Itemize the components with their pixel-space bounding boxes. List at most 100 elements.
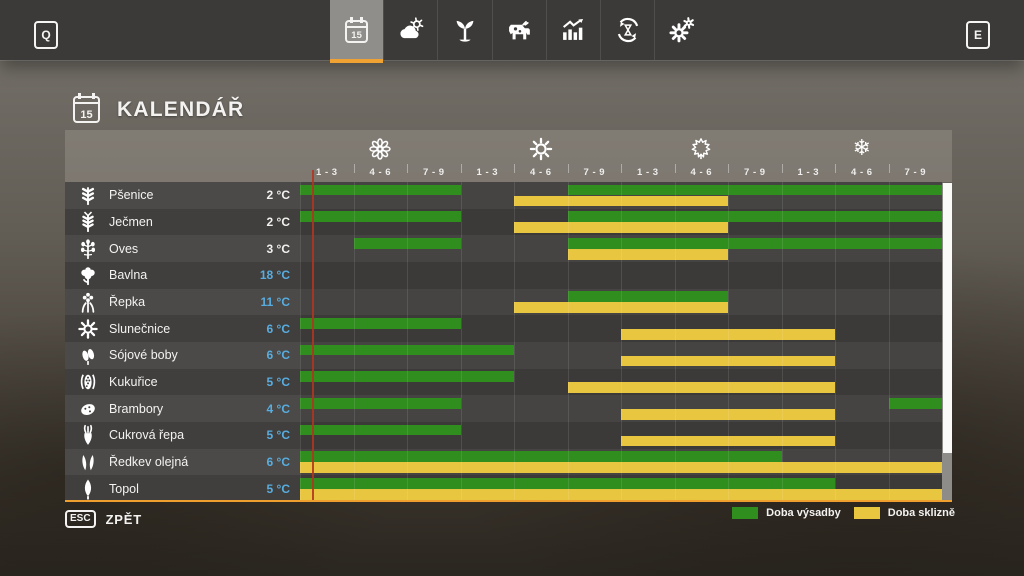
back-control[interactable]: ESC ZPĚT [65, 510, 142, 528]
column-tick [781, 164, 783, 173]
column-tick [514, 164, 515, 173]
crop-name: Brambory [109, 401, 164, 416]
crop-row-potato[interactable]: Brambory 4 °C [65, 395, 952, 422]
cycle-hourglass-icon [614, 16, 642, 44]
canola-icon [73, 291, 103, 313]
prev-menu-key-hint[interactable]: Q [34, 21, 58, 49]
gears-icon [668, 16, 696, 44]
sprout-icon [451, 16, 479, 44]
planting-bar [567, 211, 942, 222]
planting-bar [300, 424, 461, 436]
tab-weather[interactable] [383, 0, 437, 60]
crop-row-sugar-beet[interactable]: Cukrová řepa 5 °C [65, 422, 952, 449]
scrollbar-thumb[interactable] [942, 183, 952, 453]
harvest-bar [514, 195, 728, 207]
harvest-bar [567, 382, 835, 394]
crop-name: Kukuřice [109, 374, 158, 389]
planting-bar [300, 344, 514, 356]
crop-row-poplar[interactable]: Topol 5 °C [65, 475, 952, 502]
crop-label-cell: Sójové boby 6 °C [65, 342, 300, 369]
calendar-icon: 15 [345, 17, 369, 43]
period-label: 7 - 9 [583, 167, 606, 178]
crop-row-oilseed-radish[interactable]: Ředkev olejná 6 °C [65, 448, 952, 476]
crop-row-sunflower[interactable]: Slunečnice 6 °C [65, 315, 952, 342]
selected-tab-underline [330, 59, 384, 63]
harvest-bar [621, 355, 835, 367]
crop-name: Pšenice [109, 188, 154, 203]
germination-temperature: 6 °C [266, 348, 290, 363]
crop-row-barley[interactable]: Ječmen 2 °C [65, 208, 952, 236]
tab-animals[interactable] [491, 0, 546, 60]
harvest-bar [621, 329, 835, 340]
crop-timeline-cell [300, 448, 942, 476]
period-label: 1 - 3 [637, 167, 659, 178]
crop-label-cell: Řepka 11 °C [65, 288, 300, 316]
sugar-beet-icon [73, 424, 103, 446]
crop-row-soybean[interactable]: Sójové boby 6 °C [65, 342, 952, 369]
germination-temperature: 4 °C [266, 401, 290, 416]
planting-bar [300, 184, 461, 196]
calendar-day-number: 15 [80, 109, 93, 121]
germination-temperature: 5 °C [266, 481, 290, 496]
germination-temperature: 6 °C [266, 454, 290, 469]
prev-key-label: Q [41, 28, 51, 42]
crop-timeline-cell [300, 475, 942, 502]
period-label: 7 - 9 [744, 167, 766, 178]
harvest-bar [514, 222, 728, 234]
crop-row-canola[interactable]: Řepka 11 °C [65, 288, 952, 316]
crop-row-cotton[interactable]: Bavlna 18 °C [65, 262, 952, 289]
harvest-bar [621, 409, 835, 420]
column-tick [621, 164, 622, 173]
column-tick [835, 164, 836, 173]
weather-icon [397, 16, 425, 44]
crop-timeline-cell [300, 262, 942, 289]
selected-row-underline [65, 499, 952, 502]
germination-temperature: 3 °C [266, 241, 290, 256]
planting-bar [567, 237, 942, 249]
crop-timeline-cell [300, 208, 942, 236]
harvest-bar [300, 489, 942, 500]
crop-row-oat[interactable]: Oves 3 °C [65, 235, 952, 262]
legend-label: Doba sklizně [887, 507, 955, 519]
tab-settings[interactable] [654, 0, 708, 60]
crop-timeline-cell [300, 288, 942, 316]
next-menu-key-hint[interactable]: E [966, 21, 990, 49]
crop-timeline-cell [300, 182, 942, 209]
tab-economy[interactable] [599, 0, 654, 60]
statistics-icon [559, 16, 587, 44]
crop-label-cell: Ředkev olejná 6 °C [65, 448, 300, 476]
tab-calendar[interactable]: 15 [330, 0, 384, 63]
tab-crops[interactable] [437, 0, 491, 60]
harvest-bar [621, 435, 835, 447]
back-label: ZPĚT [105, 511, 142, 527]
tab-statistics[interactable] [545, 0, 600, 60]
column-tick [728, 164, 729, 173]
legend-item: Doba sklizně [853, 507, 955, 519]
crop-timeline-cell [300, 422, 942, 449]
period-label: 4 - 6 [690, 167, 713, 178]
crop-name: Ječmen [109, 214, 153, 229]
crop-row-wheat[interactable]: Pšenice 2 °C [65, 182, 952, 209]
planting-bar [888, 397, 942, 409]
page-title: KALENDÁŘ [117, 97, 245, 121]
period-label: 1 - 3 [476, 167, 499, 178]
planting-bar [353, 237, 461, 249]
planting-bar [300, 477, 835, 489]
crop-label-cell: Kukuřice 5 °C [65, 368, 300, 396]
flower-icon [364, 135, 396, 162]
crop-row-corn[interactable]: Kukuřice 5 °C [65, 368, 952, 396]
period-label: 1 - 3 [316, 167, 338, 178]
top-navigation-bar: Q 15 E [0, 0, 1024, 63]
column-tick [460, 164, 462, 173]
corn-icon [73, 371, 103, 393]
crop-name: Řepka [109, 294, 146, 309]
scrollbar[interactable] [942, 183, 952, 502]
maple-leaf-icon [685, 135, 717, 162]
germination-temperature: 5 °C [266, 374, 290, 389]
esc-key-hint: ESC [65, 510, 96, 528]
crop-name: Bavlna [109, 268, 148, 283]
crop-name: Oves [109, 241, 139, 256]
germination-temperature: 2 °C [266, 214, 290, 229]
crop-timeline-cell [300, 342, 942, 369]
